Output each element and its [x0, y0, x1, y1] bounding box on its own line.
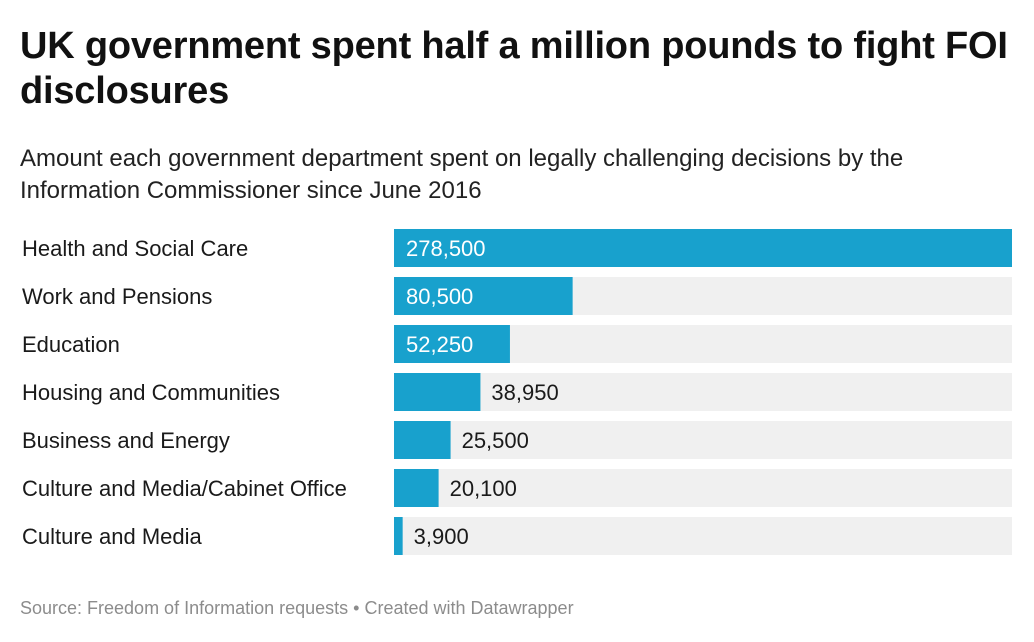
category-label: Health and Social Care [22, 236, 248, 261]
value-label: 20,100 [450, 476, 517, 501]
chart-title: UK government spent half a million pound… [20, 25, 1008, 112]
value-label: 38,950 [491, 380, 558, 405]
bar [394, 421, 451, 459]
bar-track [394, 421, 1012, 459]
category-label: Culture and Media [22, 524, 203, 549]
bar [394, 229, 1012, 267]
category-label: Business and Energy [22, 428, 230, 453]
bar-track [394, 469, 1012, 507]
bar [394, 517, 403, 555]
bar-track [394, 373, 1012, 411]
category-label: Housing and Communities [22, 380, 280, 405]
value-label: 52,250 [406, 332, 473, 357]
bar-row: Business and Energy 25,500 [22, 421, 1012, 459]
bar-row: Culture and Media/Cabinet Office 20,100 [22, 469, 1012, 507]
bar [394, 469, 439, 507]
bar [394, 277, 573, 315]
category-label: Culture and Media/Cabinet Office [22, 476, 347, 501]
bar [394, 373, 481, 411]
value-label: 3,900 [414, 524, 469, 549]
bar-row: Health and Social Care 278,500 [22, 229, 1012, 267]
bar-track [394, 517, 1012, 555]
bar-row: Work and Pensions 80,500 [22, 277, 1012, 315]
value-label: 80,500 [406, 284, 473, 309]
bar [394, 325, 510, 363]
bar-row: Housing and Communities 38,950 [22, 373, 1012, 411]
bar-row: Education 52,250 [22, 325, 1012, 363]
chart-subtitle: Amount each government department spent … [20, 145, 904, 204]
category-label: Education [22, 332, 120, 357]
value-label: 25,500 [462, 428, 529, 453]
category-label: Work and Pensions [22, 284, 212, 309]
source-footer: Source: Freedom of Information requests … [20, 598, 574, 618]
bar-row: Culture and Media 3,900 [22, 517, 1012, 555]
value-label: 278,500 [406, 236, 486, 261]
bar-chart: Health and Social Care 278,500 Work and Pe… [22, 229, 1012, 555]
